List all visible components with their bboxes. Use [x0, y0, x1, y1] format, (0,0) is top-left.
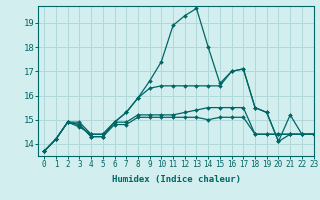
X-axis label: Humidex (Indice chaleur): Humidex (Indice chaleur)	[111, 175, 241, 184]
